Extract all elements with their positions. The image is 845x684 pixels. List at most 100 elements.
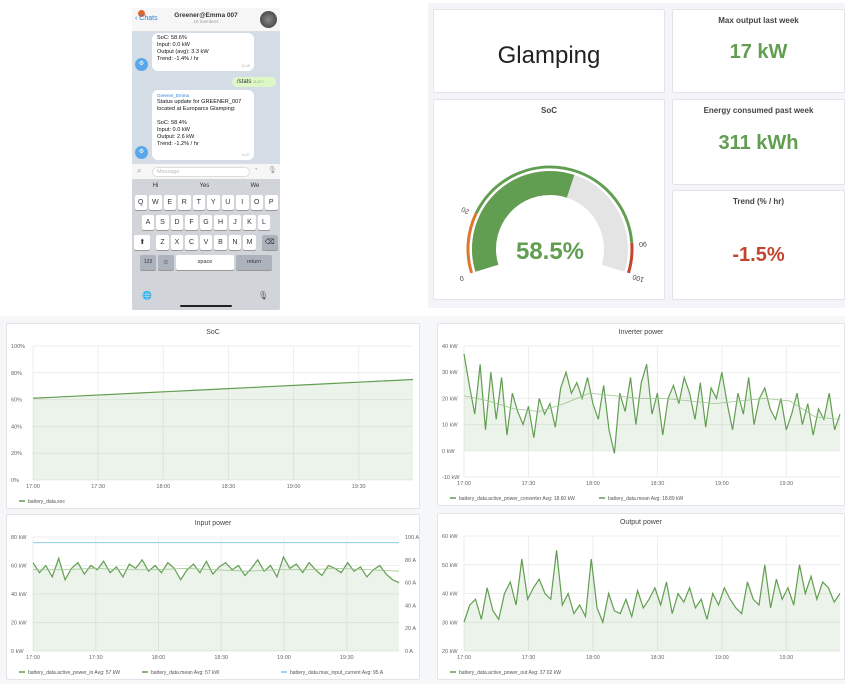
- sticker-icon[interactable]: ◔: [254, 167, 258, 173]
- legend-item[interactable]: battery_data.soc: [28, 499, 65, 505]
- series-line-battery_data.mean: [33, 567, 400, 572]
- bot-avatar-icon[interactable]: ⚙: [135, 58, 148, 71]
- message-line: Output: 2.6 kW: [157, 134, 195, 140]
- series-line-battery_data.mean: [463, 392, 841, 420]
- legend-item[interactable]: battery_data.mean Avg: 18.89 kW: [608, 496, 684, 502]
- back-button[interactable]: ‹ Chats: [135, 15, 158, 22]
- globe-icon[interactable]: 🌐: [142, 291, 152, 300]
- series-area: [464, 550, 840, 651]
- x-tick-label: 19:00: [277, 655, 291, 661]
- stat-value: 311 kWh: [718, 132, 799, 154]
- trend-panel: Trend (% / hr) -1.5%: [672, 190, 845, 300]
- key-e[interactable]: E: [163, 195, 176, 210]
- message-input[interactable]: Message: [152, 167, 250, 177]
- key-y[interactable]: Y: [207, 195, 220, 210]
- y2-tick-label: 20 A: [405, 626, 416, 632]
- suggestion[interactable]: Yes: [199, 183, 210, 189]
- y-tick-label: 50 kW: [442, 563, 458, 569]
- x-tick-label: 17:30: [522, 655, 536, 661]
- key-r[interactable]: R: [178, 195, 191, 210]
- legend-item[interactable]: battery_data.mean Avg: 57 kW: [151, 670, 220, 676]
- site-name-panel: Glamping: [433, 9, 665, 93]
- series-area: [33, 556, 399, 651]
- x-tick-label: 17:00: [26, 655, 40, 661]
- input-power-chart: 0 kW 20 kW 40 kW 60 kW 80 kW 0 A 20 A 40 A 60 A 8…: [11, 535, 419, 676]
- suggestion[interactable]: We: [250, 183, 260, 189]
- unread-badge: [138, 10, 145, 17]
- x-tick-label: 19:30: [779, 655, 793, 661]
- group-avatar[interactable]: [260, 11, 277, 28]
- key-b[interactable]: B: [214, 235, 227, 250]
- key-k[interactable]: K: [243, 215, 256, 230]
- attach-icon[interactable]: ⌕: [137, 166, 142, 175]
- legend-item[interactable]: battery_data.active_power_out Avg: 37.02…: [459, 670, 561, 676]
- backspace-key[interactable]: ⌫: [261, 235, 278, 250]
- gauge-value-arc: [472, 171, 575, 272]
- chart-title: Inverter power: [618, 329, 664, 336]
- microphone-icon[interactable]: 🎙: [268, 167, 277, 174]
- legend-item[interactable]: battery_data.active_power_in Avg: 57 kW: [28, 670, 120, 676]
- max-output-panel: Max output last week 17 kW: [672, 9, 845, 93]
- series-line-battery_data.soc: [32, 378, 414, 399]
- y-tick-label: -10 kW: [442, 475, 460, 481]
- series-area: [33, 379, 413, 480]
- inverter-power-chart: -10 kW 0 kW 10 kW 20 kW 30 kW 40 kW 17:00 17:30…: [442, 344, 841, 502]
- message-line: SoC: 58.4%: [157, 120, 187, 126]
- y2-tick-label: 100 A: [405, 535, 419, 541]
- dictation-icon[interactable]: 🎙: [258, 291, 269, 300]
- key-c[interactable]: C: [185, 235, 198, 250]
- legend-item[interactable]: battery_data.max_input_current Avg: 95 A: [290, 670, 384, 676]
- soc-gauge: 0 20 90 100 58.5%: [459, 165, 647, 283]
- message-line: SoC: 58.6%: [157, 35, 187, 41]
- x-tick-label: 19:00: [715, 655, 729, 661]
- message-line: Trend: -1.4% / hr: [157, 56, 199, 62]
- y-tick-label: 20 kW: [442, 396, 458, 402]
- key-a[interactable]: A: [141, 215, 155, 230]
- message-line: Input: 0.0 kW: [157, 127, 190, 133]
- key-n[interactable]: N: [228, 235, 242, 250]
- suggestion[interactable]: Hi: [152, 183, 159, 189]
- key-x[interactable]: X: [170, 235, 184, 250]
- message-line: located at Europarcs Glamping:: [157, 106, 236, 112]
- key-p[interactable]: P: [265, 195, 278, 210]
- key-m[interactable]: M: [243, 235, 256, 250]
- message-line: Input: 0.0 kW: [157, 42, 190, 48]
- panel-title: Max output last week: [718, 16, 799, 25]
- y2-tick-label: 60 A: [405, 581, 416, 587]
- stat-value: -1.5%: [732, 244, 785, 266]
- key-s[interactable]: S: [156, 215, 169, 230]
- x-tick-label: 19:00: [715, 481, 729, 487]
- shift-key[interactable]: ⬆: [134, 235, 151, 250]
- soc-chart-panel: SoC 0% 20% 40% 60% 80% 100% 17:00 17:30 18:00 18:…: [6, 323, 420, 509]
- key-q[interactable]: Q: [134, 195, 147, 210]
- bot-avatar-icon[interactable]: ⚙: [135, 146, 148, 159]
- y-tick-label: 20 kW: [442, 649, 458, 655]
- key-j[interactable]: J: [228, 215, 242, 230]
- key-g[interactable]: G: [199, 215, 213, 230]
- key-z[interactable]: Z: [156, 235, 169, 250]
- numbers-key[interactable]: 123: [140, 255, 156, 270]
- return-key[interactable]: return: [236, 255, 272, 270]
- key-i[interactable]: I: [236, 195, 249, 210]
- y-tick-label: 40 kW: [11, 592, 27, 598]
- key-d[interactable]: D: [170, 215, 184, 230]
- threshold-ok-arc: [474, 165, 634, 243]
- chat-title: Greener@Emma 007: [174, 12, 238, 19]
- chat-header: ‹ Chats Greener@Emma 007 10 members: [132, 8, 280, 32]
- key-f[interactable]: F: [185, 215, 198, 230]
- legend-item[interactable]: battery_data.active_power_converter Avg:…: [459, 496, 575, 502]
- key-u[interactable]: U: [221, 195, 234, 210]
- key-o[interactable]: O: [250, 195, 263, 210]
- key-w[interactable]: W: [149, 195, 162, 210]
- key-v[interactable]: V: [199, 235, 213, 250]
- key-l[interactable]: L: [257, 215, 271, 230]
- key-h[interactable]: H: [214, 215, 227, 230]
- threshold-high-arc: [626, 242, 634, 274]
- message-line: [157, 113, 249, 120]
- soc-gauge-panel: SoC 0 20 90 100 58.5%: [433, 99, 665, 300]
- key-t[interactable]: T: [192, 195, 205, 210]
- x-tick-label: 18:30: [650, 655, 664, 661]
- space-key[interactable]: space: [176, 255, 234, 270]
- emoji-key[interactable]: ☺: [158, 255, 174, 270]
